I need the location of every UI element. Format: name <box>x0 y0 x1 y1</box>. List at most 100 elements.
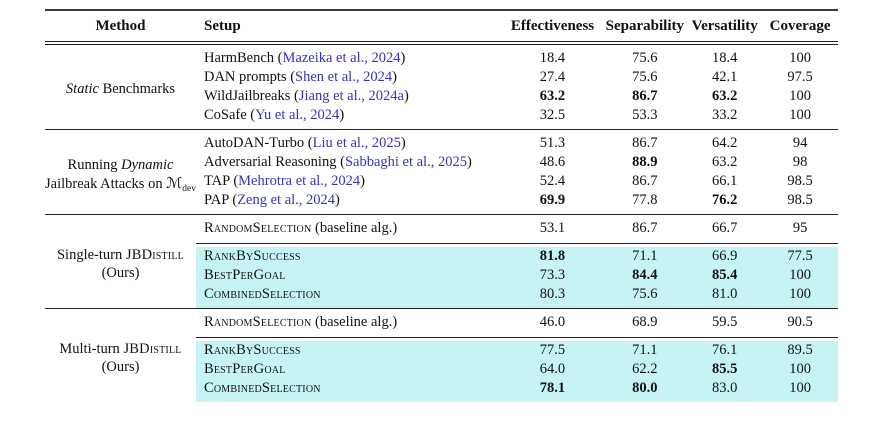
cell-separability: 84.4 <box>602 266 688 285</box>
citation-link[interactable]: Mehrotra et al., 2024 <box>238 173 361 189</box>
group-dynamic-attacks: Running Dynamic Jailbreak Attacks on ℳde… <box>45 129 838 214</box>
cell-versatility: 76.2 <box>712 192 738 208</box>
citation-link[interactable]: Yu et al., 2024 <box>255 107 340 123</box>
paren: ( <box>229 173 239 189</box>
cell-effectiveness: 52.4 <box>539 173 566 189</box>
paren: ( <box>336 154 345 170</box>
cell-coverage: 100 <box>789 107 811 123</box>
setup-algorithm: RankBySuccess <box>203 342 301 358</box>
cell-effectiveness: 48.6 <box>539 154 566 170</box>
setup-cell: RandomSelection (baseline alg.) <box>195 214 503 244</box>
paren: ( <box>286 69 296 85</box>
cell-versatility: 59.5 <box>687 308 763 338</box>
paren: ( <box>304 135 313 151</box>
math-subscript: dev <box>182 183 196 194</box>
cell-effectiveness: 18.4 <box>539 50 566 66</box>
cell-coverage: 100 <box>762 266 838 285</box>
paren: ( <box>228 192 238 208</box>
setup-name: WildJailbreaks <box>203 88 291 104</box>
setup-name: PAP <box>203 192 229 208</box>
group-static-benchmarks: Static Benchmarks HarmBench (Mazeika et … <box>45 45 838 129</box>
setup-name: TAP <box>203 173 230 189</box>
col-header-effectiveness: Effectiveness <box>502 9 603 45</box>
cell-separability: 86.7 <box>602 129 688 153</box>
citation-link[interactable]: Sabbaghi et al., 2025 <box>344 154 467 170</box>
setup-name: CoSafe <box>203 107 247 123</box>
cell-versatility: 66.1 <box>712 173 738 189</box>
method-line1: Multi-turn JBDistill <box>59 340 182 357</box>
paren: ) <box>400 50 406 66</box>
cell-separability: 88.9 <box>632 154 658 170</box>
method-em: Static <box>65 81 99 97</box>
cell-effectiveness: 27.4 <box>539 69 566 85</box>
paren: ) <box>339 107 345 123</box>
cell-versatility: 64.2 <box>687 129 763 153</box>
paren: ) <box>335 192 340 208</box>
results-table: Method Setup Effectiveness Separability … <box>45 9 838 402</box>
cell-coverage: 98 <box>792 154 808 170</box>
cell-effectiveness: 64.0 <box>502 360 603 379</box>
cell-separability: 53.3 <box>632 107 658 123</box>
method-cell-dynamic-attacks: Running Dynamic Jailbreak Attacks on ℳde… <box>45 129 196 214</box>
paren: ) <box>466 154 472 170</box>
cell-separability: 62.2 <box>602 360 688 379</box>
cell-separability: 80.0 <box>602 379 688 402</box>
paren: ( <box>274 50 283 66</box>
table-row-highlighted: BestPerGoal 64.0 62.2 85.5 100 <box>45 360 838 379</box>
setup-name: HarmBench <box>203 50 275 66</box>
setup-cell: BestPerGoal <box>195 266 503 285</box>
cell-versatility: 85.5 <box>687 360 763 379</box>
cell-coverage: 95 <box>762 214 838 244</box>
col-header-method: Method <box>45 9 196 45</box>
cell-effectiveness: 78.1 <box>502 379 603 402</box>
citation-link[interactable]: Mazeika et al., 2024 <box>282 50 401 66</box>
col-header-coverage: Coverage <box>762 9 838 45</box>
table-row-highlighted: BestPerGoal 73.3 84.4 85.4 100 <box>45 266 838 285</box>
paren: ) <box>400 135 406 151</box>
citation-link[interactable]: Shen et al., 2024 <box>295 69 393 85</box>
cell-effectiveness: 73.3 <box>502 266 603 285</box>
cell-separability: 68.9 <box>602 308 688 338</box>
citation-link[interactable]: Liu et al., 2025 <box>312 135 401 151</box>
table-row: Running Dynamic Jailbreak Attacks on ℳde… <box>45 129 838 193</box>
cell-versatility: 85.4 <box>687 266 763 285</box>
col-header-separability: Separability <box>602 9 688 45</box>
cell-effectiveness: 32.5 <box>539 107 566 123</box>
cell-versatility: 63.2 <box>712 154 738 170</box>
setup-cell: WildJailbreaks (Jiang et al., 2024a) <box>196 87 503 106</box>
method-rest: Benchmarks <box>98 81 176 97</box>
cell-versatility: 42.1 <box>712 69 738 85</box>
table-row: DAN prompts (Shen et al., 2024) 27.4 75.… <box>45 68 838 87</box>
cell-coverage: 89.5 <box>762 338 838 360</box>
setup-algorithm: RandomSelection <box>203 220 312 236</box>
cell-separability: 75.6 <box>632 50 658 66</box>
cell-coverage: 100 <box>762 360 838 379</box>
citation-link[interactable]: Zeng et al., 2024 <box>237 192 336 208</box>
setup-algorithm: CombinedSelection <box>203 380 321 396</box>
cell-coverage: 94 <box>762 129 838 153</box>
group-multi-turn-jbdistill: Multi-turn JBDistill (Ours) RandomSelect… <box>45 308 838 402</box>
cell-separability: 75.6 <box>632 69 658 85</box>
col-header-setup: Setup <box>195 9 503 45</box>
col-header-versatility: Versatility <box>687 9 763 45</box>
cell-effectiveness: 46.0 <box>502 308 603 338</box>
table-row: CoSafe (Yu et al., 2024) 32.5 53.3 33.2 … <box>45 106 838 129</box>
paren: ( <box>290 88 299 104</box>
cell-separability: 71.1 <box>602 338 688 360</box>
cell-coverage: 100 <box>762 379 838 402</box>
citation-link[interactable]: Jiang et al., 2024a <box>298 88 404 104</box>
cell-versatility: 63.2 <box>712 88 738 104</box>
math-symbol-M: ℳ <box>166 173 183 192</box>
method-line1: Running Dynamic <box>67 156 174 173</box>
paren: ) <box>360 173 366 189</box>
table-row-highlighted: CombinedSelection 78.1 80.0 83.0 100 <box>45 379 838 402</box>
cell-effectiveness: 81.8 <box>502 244 603 266</box>
cell-coverage: 100 <box>762 285 838 308</box>
table-row: Single-turn JBDistill (Ours) RandomSelec… <box>45 214 838 281</box>
cell-separability: 77.8 <box>632 192 658 208</box>
setup-suffix: (baseline alg.) <box>311 314 398 330</box>
cell-coverage: 97.5 <box>787 69 813 85</box>
cell-versatility: 76.1 <box>687 338 763 360</box>
cell-versatility: 33.2 <box>712 107 738 123</box>
setup-algorithm: RankBySuccess <box>203 248 301 264</box>
